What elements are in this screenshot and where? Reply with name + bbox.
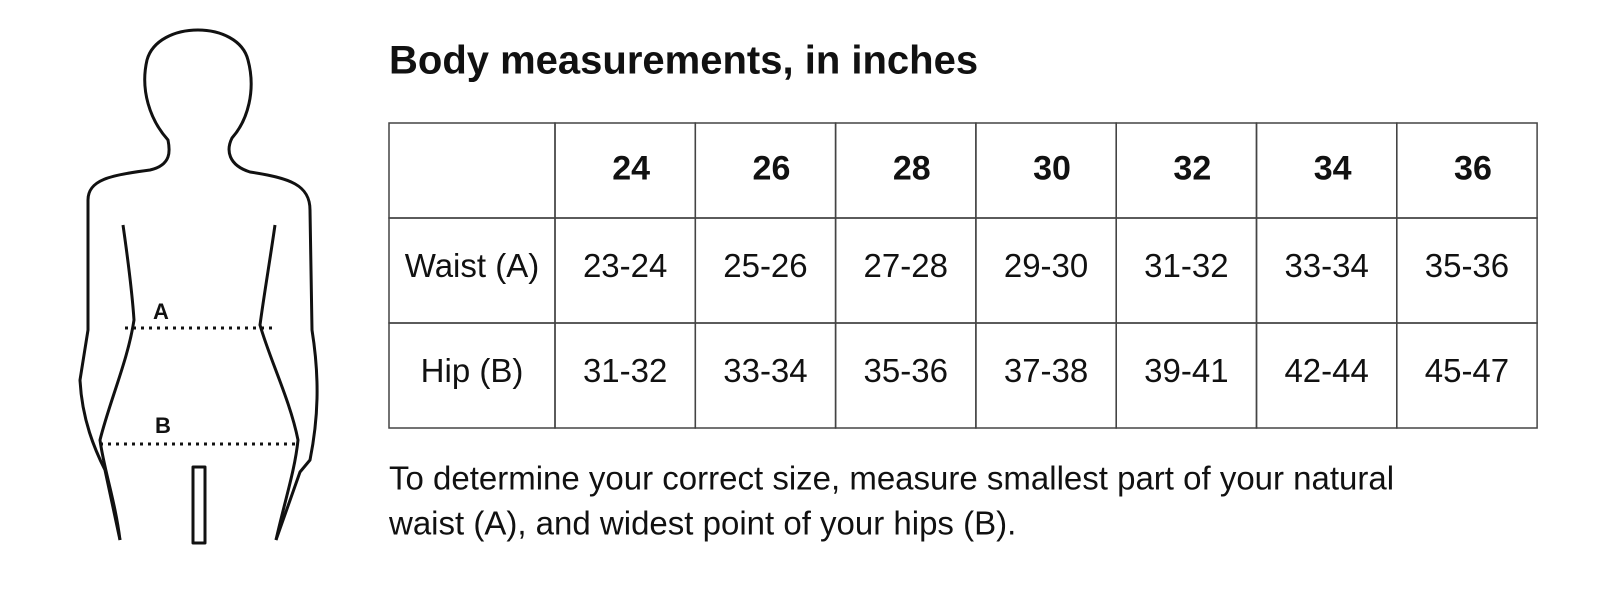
size-header: 30 xyxy=(1033,149,1071,187)
measurement: 23-24 xyxy=(583,247,667,284)
note-line: waist (A), and widest point of your hips… xyxy=(388,505,1016,542)
size-header: 34 xyxy=(1314,149,1352,187)
slit xyxy=(191,465,207,545)
note-line: To determine your correct size, measure … xyxy=(389,460,1394,497)
size-header: 28 xyxy=(893,149,931,187)
size-header: 36 xyxy=(1454,149,1492,187)
measurement: 31-32 xyxy=(583,352,667,389)
measurement: 35-36 xyxy=(1425,247,1509,284)
right-arm-line xyxy=(258,224,300,541)
measurement: 31-32 xyxy=(1144,247,1228,284)
measurement: 42-44 xyxy=(1284,352,1368,389)
size-header: 24 xyxy=(612,149,650,187)
body-figure: A B xyxy=(78,28,319,545)
measurement: 25-26 xyxy=(723,247,807,284)
table-cell xyxy=(1396,322,1538,429)
row-label: Hip (B) xyxy=(421,352,524,389)
measurement: 33-34 xyxy=(723,352,807,389)
waist-label: A xyxy=(153,299,169,324)
measurement: 27-28 xyxy=(864,247,948,284)
measurement: 33-34 xyxy=(1284,247,1368,284)
size-header: 32 xyxy=(1173,149,1211,187)
row-label: Waist (A) xyxy=(405,247,539,284)
left-arm-line xyxy=(98,224,136,541)
measurement: 39-41 xyxy=(1144,352,1228,389)
measurement: 37-38 xyxy=(1004,352,1088,389)
silhouette xyxy=(78,28,319,541)
measurement: 45-47 xyxy=(1425,352,1509,389)
table-cell xyxy=(388,122,556,219)
measurement: 35-36 xyxy=(864,352,948,389)
measurement: 29-30 xyxy=(1004,247,1088,284)
hip-label: B xyxy=(155,413,171,438)
size-header: 26 xyxy=(753,149,791,187)
title: Body measurements, in inches xyxy=(389,39,978,83)
size-table: 24 26 28 30 32 34 36 Waist (A) 23-24 25-26 27-28 29… xyxy=(388,122,1538,429)
